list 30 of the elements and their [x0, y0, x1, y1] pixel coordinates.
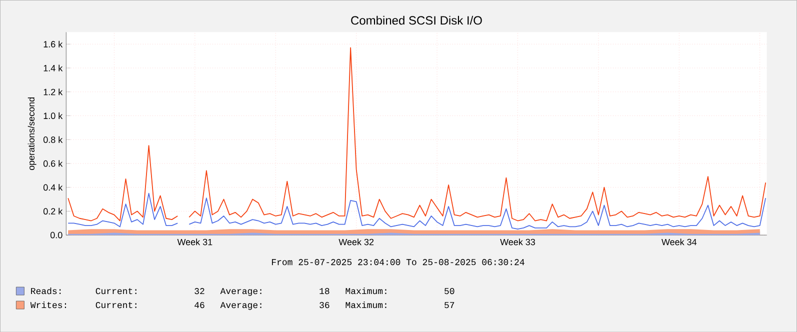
- x-tick-label: Week 32: [338, 238, 374, 246]
- x-tick-label: Week 33: [500, 238, 535, 246]
- y-tick-label: 1.2 k: [44, 88, 63, 96]
- text: Maximum:: [346, 301, 386, 308]
- text: Current:: [96, 302, 136, 308]
- y-tick-label: 0.2 k: [43, 208, 63, 214]
- x-tick-label: Week 34: [662, 238, 697, 246]
- text: 32: [194, 288, 204, 294]
- y-tick-label: 0.8 k: [43, 136, 63, 143]
- text: Current:: [96, 288, 136, 294]
- text: 18: [320, 288, 330, 294]
- y-tick-label: 1.6 k: [44, 40, 63, 48]
- text: 50: [444, 288, 454, 294]
- y-tick-label: 1.4 k: [44, 64, 63, 72]
- legend-label: Writes:: [30, 301, 66, 308]
- x-tick-label: Week 31: [177, 238, 212, 246]
- y-tick-label: 0.0: [50, 232, 62, 238]
- text: Average:: [220, 288, 262, 296]
- legend-label: Reads:: [31, 287, 61, 294]
- text: From 25-07-2025 23:04:00 To 25-08-2025 06:30:24: [272, 258, 524, 266]
- text: 57: [444, 302, 454, 308]
- text: Maximum:: [346, 287, 386, 294]
- text: Average:: [220, 302, 262, 310]
- y-axis-title: operations/second: [28, 97, 36, 170]
- y-tick-label: 0.6 k: [43, 160, 63, 167]
- text: 36: [320, 302, 330, 308]
- chart-title: Combined SCSI Disk I/O: [351, 16, 482, 25]
- y-tick-label: 0.4 k: [43, 184, 63, 191]
- y-tick-label: 1.0 k: [44, 112, 63, 119]
- text: 46: [194, 302, 204, 308]
